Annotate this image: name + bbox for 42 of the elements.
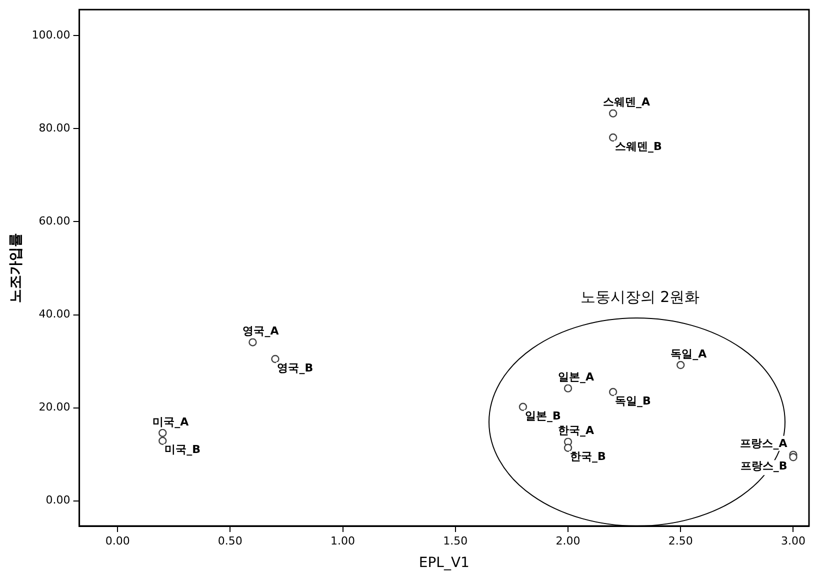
x-axis-title: EPL_V1 xyxy=(418,555,470,572)
data-label: 프랑스_B xyxy=(740,460,788,473)
y-axis-title: 노조가입률 xyxy=(8,232,24,303)
data-label: 한국_A xyxy=(558,424,595,438)
data-label: 일본_B xyxy=(524,409,561,422)
x-tick-label: 1.00 xyxy=(330,534,356,548)
x-tick-label: 1.50 xyxy=(443,534,468,548)
x-tick-label: 2.00 xyxy=(556,534,580,548)
data-label: 미국_B xyxy=(164,443,201,456)
point xyxy=(158,428,167,438)
point xyxy=(271,354,280,364)
point xyxy=(608,388,618,396)
point xyxy=(608,109,618,118)
point xyxy=(248,338,257,346)
y-tick-label: 0.00 xyxy=(46,494,70,507)
data-label: 한국_B xyxy=(570,450,606,464)
x-tick-label: 2.50 xyxy=(668,534,693,548)
point xyxy=(564,384,572,392)
data-label: 영국_B xyxy=(277,361,314,374)
y-tick-label: 40.00 xyxy=(38,308,70,321)
point xyxy=(789,453,798,462)
x-tick-label: 3.00 xyxy=(780,534,806,548)
data-label: 프랑스_A xyxy=(740,437,788,450)
y-tick-label: 100.00 xyxy=(32,28,70,42)
point xyxy=(608,133,618,142)
point xyxy=(564,444,572,452)
point xyxy=(676,360,685,370)
x-tick-label: 0.50 xyxy=(218,534,242,548)
data-label: 영국_A xyxy=(242,324,280,338)
point xyxy=(518,402,528,412)
data-label: 스웨덴_B xyxy=(615,140,662,153)
y-tick-label: 60.00 xyxy=(38,214,70,228)
data-label: 일본_A xyxy=(558,370,595,384)
data-label: 독일_A xyxy=(670,347,708,360)
data-label: 미국_A xyxy=(152,415,190,428)
y-tick-label: 20.00 xyxy=(38,400,70,414)
point xyxy=(158,436,167,445)
annotation: 노동시장의 2원화 xyxy=(580,288,700,306)
y-tick-label: 80.00 xyxy=(38,122,70,135)
data-label: 스웨덴_A xyxy=(603,96,651,109)
x-tick-label: 0.00 xyxy=(105,534,130,548)
data-label: 독일_B xyxy=(615,394,651,408)
